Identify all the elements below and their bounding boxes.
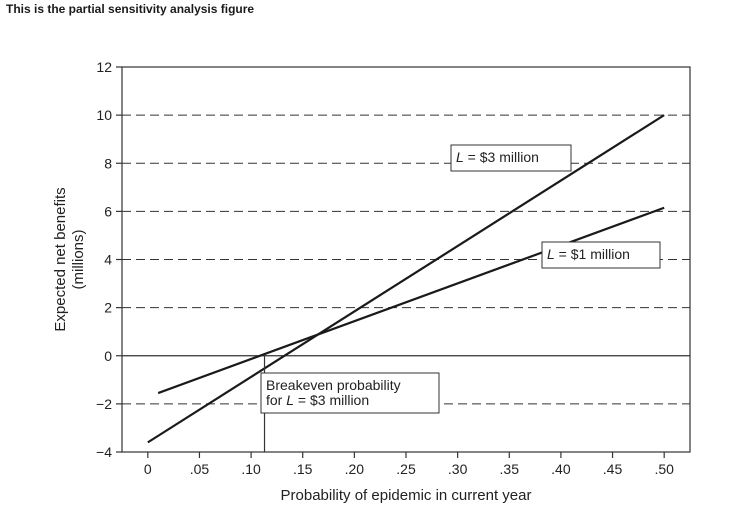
y-tick-label: 2 (104, 300, 112, 316)
series-label-1m-text: L = $1 million (547, 246, 630, 262)
y-tick-label: −2 (96, 396, 112, 412)
series-labels: L = $3 million L = $1 million Breakeven pr… (260, 144, 661, 414)
breakeven-annotation-box (260, 372, 440, 414)
x-tick-label: .50 (654, 461, 674, 477)
breakeven-annotation-text: for L = $3 million (266, 392, 369, 408)
y-tick-label: 0 (104, 348, 112, 364)
y-tick-label: 12 (96, 59, 112, 75)
x-tick-label: .45 (603, 461, 623, 477)
y-tick-label: 4 (104, 252, 112, 268)
y-tick-label: 10 (96, 107, 112, 123)
x-axis-title: Probability of epidemic in current year (281, 487, 532, 504)
y-tick-label: −4 (96, 444, 112, 460)
y-tick-label: 8 (104, 155, 112, 171)
series-label-3m-box (450, 144, 572, 172)
figure-caption: This is the partial sensitivity analysis… (6, 2, 255, 16)
series-line-1 (147, 114, 665, 444)
x-tick-label: .10 (241, 461, 261, 477)
x-tick-label: .35 (500, 461, 520, 477)
x-tick-label: .30 (448, 461, 468, 477)
x-tick-label: .15 (293, 461, 313, 477)
x-tick-label: .40 (551, 461, 571, 477)
x-tick-label: .25 (396, 461, 416, 477)
x-tick-label: .20 (345, 461, 365, 477)
breakeven-annotation-text: Breakeven probability (266, 377, 401, 393)
y-axis-title: Expected net benefits (52, 187, 69, 331)
series-label-1m-box (541, 241, 661, 269)
y-axis-subtitle: (millions) (70, 229, 87, 289)
x-tick-label: .05 (190, 461, 210, 477)
series-label-3m-text: L = $3 million (456, 149, 539, 165)
x-tick-label: 0 (144, 461, 152, 477)
y-tick-label: 6 (104, 203, 112, 219)
axis-ticks: −4 −2 0 2 4 6 8 10 12 0 .05 .10 .15 .20 .25 .30 .35 .40 .4… (96, 59, 674, 477)
series-line-2 (157, 206, 665, 395)
